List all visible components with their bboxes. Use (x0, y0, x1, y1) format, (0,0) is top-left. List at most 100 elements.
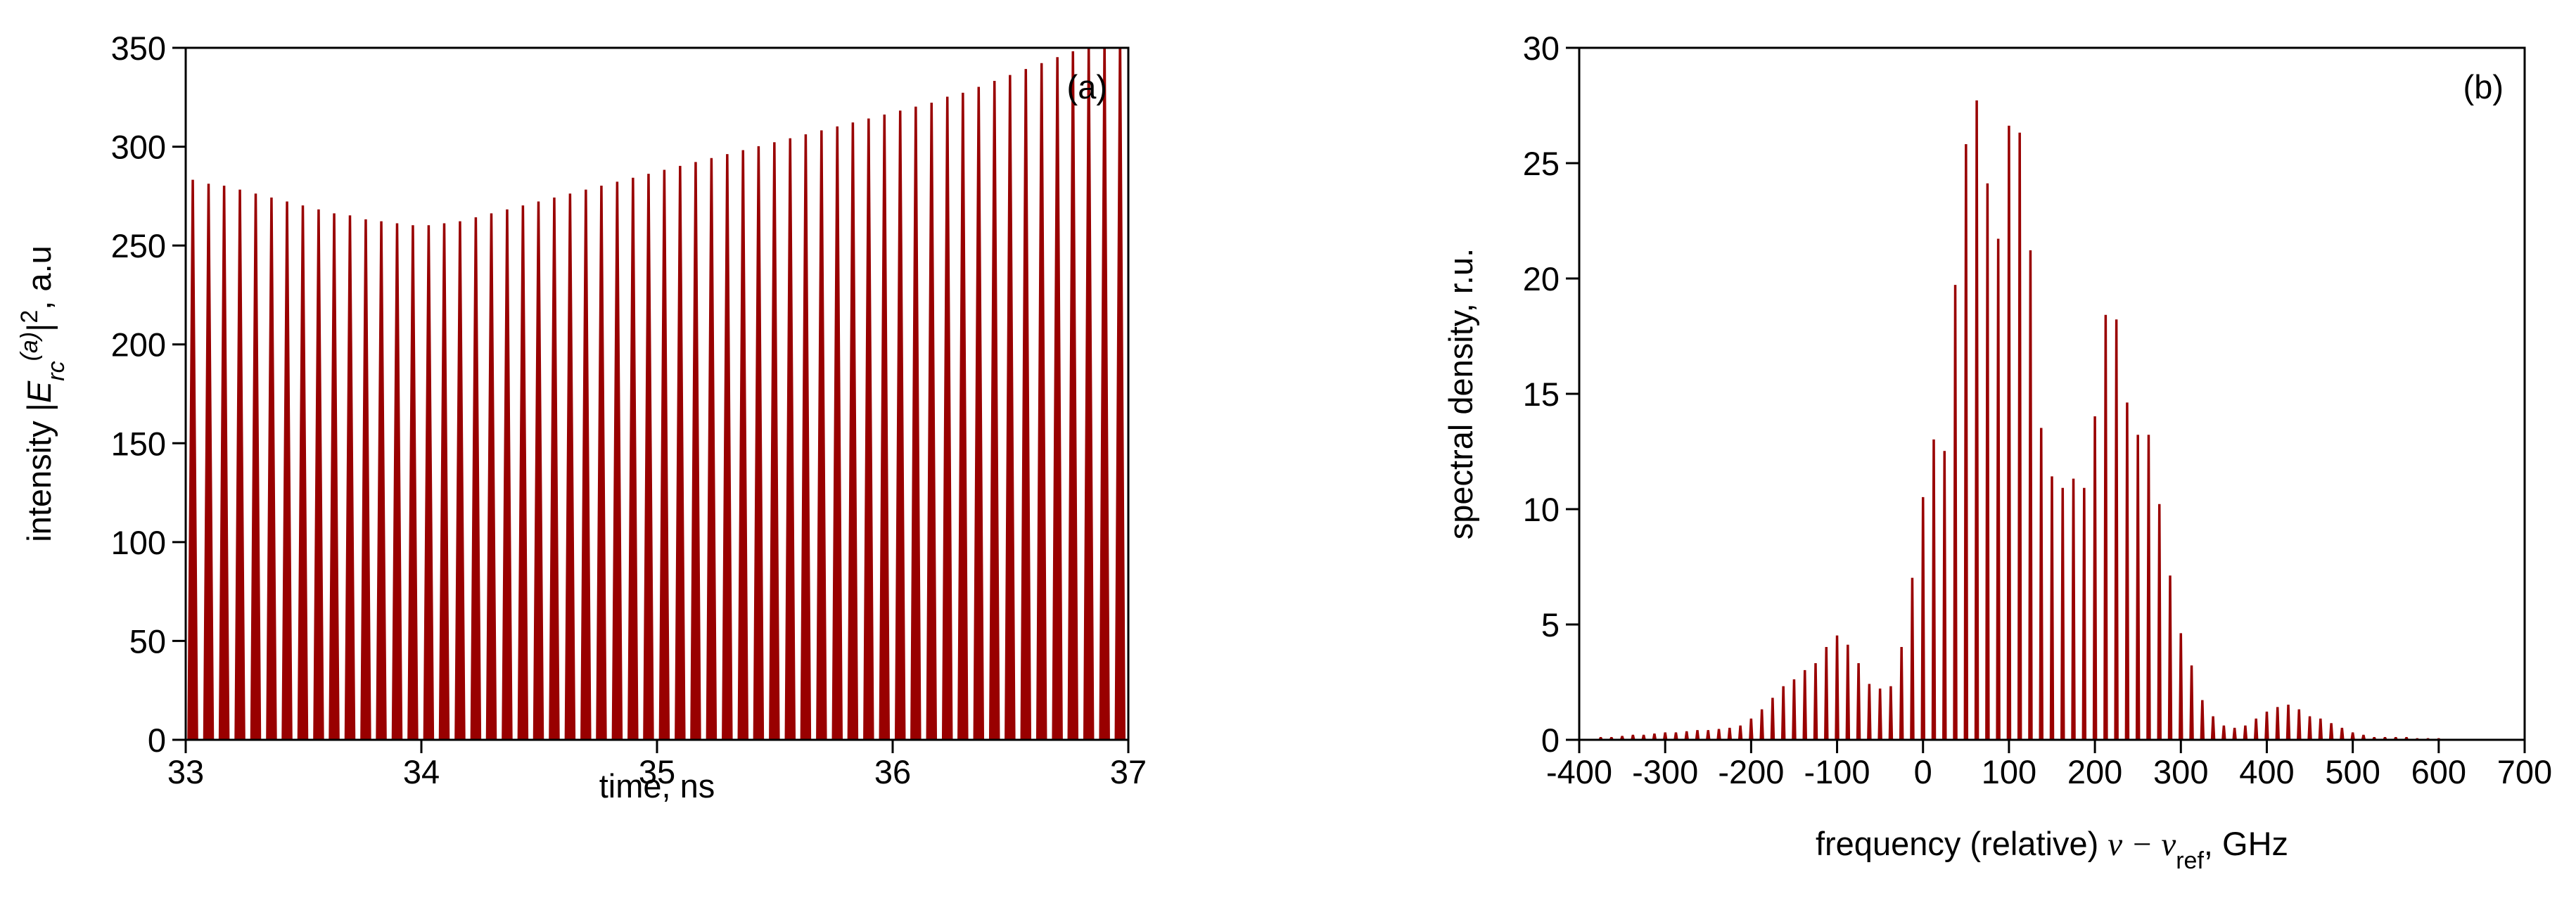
spike (2253, 718, 2259, 740)
spike (611, 181, 623, 740)
spike (800, 134, 812, 740)
spike (485, 213, 497, 740)
label-part: intensity | (20, 403, 58, 542)
panel-label: (a) (1067, 68, 1107, 105)
label-part: 2 (16, 310, 43, 323)
spike (187, 179, 198, 740)
plot-area (1598, 100, 2442, 740)
y-tick-label: 0 (148, 722, 166, 759)
spike (2146, 435, 2151, 740)
spike (831, 126, 843, 740)
spike (2071, 478, 2076, 740)
spike (722, 154, 733, 740)
x-tick-label: 100 (1982, 753, 2036, 790)
spike (2350, 732, 2355, 740)
spike (2135, 435, 2141, 740)
spike (1867, 684, 1872, 740)
y-tick-label: 300 (111, 129, 166, 166)
x-axis-label: time, ns (599, 767, 715, 805)
y-tick-label: 350 (111, 30, 166, 67)
spike (281, 201, 293, 740)
spike (596, 186, 607, 740)
spike (1824, 647, 1829, 740)
spike (1942, 451, 1947, 740)
spike (1114, 48, 1126, 740)
spike (2092, 416, 2098, 740)
spike (376, 221, 387, 740)
spike (344, 215, 356, 740)
x-tick-label: 36 (874, 753, 911, 790)
spike (218, 186, 230, 740)
x-tick-label: 600 (2411, 753, 2466, 790)
spike (2006, 125, 2012, 740)
spike (533, 201, 544, 740)
x-tick-label: 33 (167, 753, 204, 790)
spike (1727, 727, 1733, 740)
spike (1067, 51, 1079, 740)
spike (2167, 575, 2173, 740)
spike (1963, 144, 1969, 740)
y-tick-label: 250 (111, 227, 166, 264)
x-tick-label: 37 (1110, 753, 1147, 790)
spike (753, 146, 765, 740)
spike (1083, 48, 1095, 740)
spike (2307, 716, 2312, 740)
y-axis-label: intensity |Erc(a)|2, a.u (16, 245, 70, 542)
spike (2124, 402, 2130, 740)
spike (2297, 709, 2302, 740)
spike (2103, 314, 2108, 740)
spike (1052, 57, 1063, 740)
y-tick-label: 30 (1523, 30, 1560, 67)
spike (706, 158, 718, 740)
spike (1020, 69, 1032, 740)
spike (816, 130, 827, 740)
spike (769, 142, 780, 740)
label-part: rc (43, 361, 70, 380)
y-tick-label: 0 (1541, 722, 1560, 759)
spike (2221, 725, 2226, 740)
spike (2340, 727, 2345, 740)
spike (313, 209, 324, 740)
spike (580, 189, 592, 740)
plot-area (187, 48, 1126, 740)
spike (941, 96, 953, 740)
spike (988, 81, 1000, 740)
label-part: ν − ν (2108, 826, 2176, 863)
spike (1931, 439, 1937, 740)
y-axis-label: spectral density, r.u. (1442, 248, 1479, 540)
spike (643, 174, 654, 740)
spike (1631, 734, 1635, 740)
x-tick-label: 34 (403, 753, 440, 790)
spike (1835, 635, 1839, 740)
spike (2114, 319, 2119, 740)
spike (847, 122, 859, 740)
spike (2243, 725, 2248, 740)
spike (203, 184, 215, 740)
spike (1641, 734, 1646, 740)
spike (1673, 732, 1678, 740)
spike (2328, 723, 2334, 740)
x-axis-label: frequency (relative) ν − νref, GHz (1816, 825, 2288, 874)
spike (266, 197, 277, 740)
spike (1099, 48, 1110, 740)
spike (1985, 183, 1990, 740)
label-part: , GHz (2204, 825, 2288, 862)
spike (1737, 725, 1743, 740)
spike (360, 219, 371, 740)
y-tick-label: 50 (129, 622, 166, 660)
x-tick-label: 35 (639, 753, 675, 790)
x-tick-label: 200 (2067, 753, 2122, 790)
spike (564, 193, 576, 740)
label-part: | (20, 323, 58, 332)
spike (894, 110, 906, 740)
x-tick-label: 300 (2153, 753, 2208, 790)
spike (423, 225, 435, 740)
spike (2275, 707, 2280, 740)
spike (1652, 733, 1657, 740)
spike (658, 169, 670, 740)
spike (1845, 644, 1851, 740)
spike (675, 165, 686, 740)
spike (407, 225, 419, 740)
x-tick-label: -300 (1632, 753, 1698, 790)
